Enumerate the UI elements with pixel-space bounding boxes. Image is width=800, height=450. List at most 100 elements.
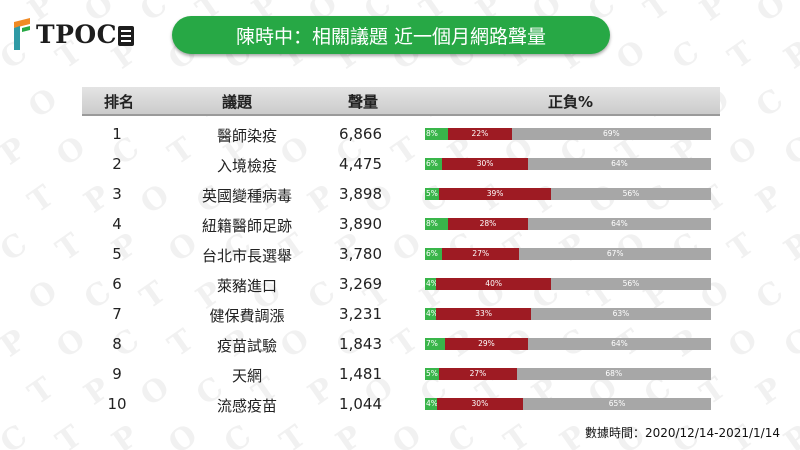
sentiment-bar: 8% 22% 69% xyxy=(425,128,711,140)
positive-segment: 8% xyxy=(425,218,448,230)
topic-cell: 疫苗試驗 xyxy=(216,337,277,355)
positive-segment: 4% xyxy=(425,398,438,410)
neutral-segment-label: 64% xyxy=(611,339,628,348)
table-row: 6 萊豬進口 3,269 4% 40% 56% xyxy=(82,270,720,300)
negative-segment: 30% xyxy=(436,398,524,410)
neutral-segment-label: 67% xyxy=(606,249,624,258)
positive-segment: 6% xyxy=(425,248,443,260)
neutral-segment-label: 64% xyxy=(611,219,628,228)
positive-segment: 5% xyxy=(425,188,440,200)
header-topic: 議題 xyxy=(222,93,253,111)
sentiment-bar: 6% 30% 64% xyxy=(425,158,711,170)
negative-segment-label: 39% xyxy=(486,189,504,198)
negative-segment: 29% xyxy=(445,338,528,350)
negative-segment-label: 40% xyxy=(485,279,502,288)
positive-segment: 8% xyxy=(425,128,449,140)
negative-segment-label: 30% xyxy=(476,159,494,168)
neutral-segment: 67% xyxy=(519,248,711,260)
volume-cell: 3,269 xyxy=(339,275,382,293)
positive-segment-label: 6% xyxy=(426,249,438,258)
rank-cell: 6 xyxy=(112,275,122,293)
topic-cell: 入境檢疫 xyxy=(216,157,277,175)
neutral-segment: 64% xyxy=(527,158,711,170)
neutral-segment-label: 68% xyxy=(605,369,623,378)
table-row: 10 流感疫苗 1,044 4% 30% 65% xyxy=(82,390,720,420)
positive-segment: 5% xyxy=(425,368,440,380)
positive-segment: 4% xyxy=(425,278,438,290)
table-row: 7 健保費調漲 3,231 4% 33% 63% xyxy=(82,300,720,330)
rank-cell: 10 xyxy=(107,395,127,413)
neutral-segment-label: 65% xyxy=(608,399,626,408)
negative-segment: 27% xyxy=(442,248,520,260)
negative-segment-label: 33% xyxy=(475,309,492,318)
rank-cell: 3 xyxy=(112,185,122,203)
topic-cell: 健保費調漲 xyxy=(209,307,285,325)
neutral-segment-label: 56% xyxy=(622,279,640,288)
volume-cell: 3,890 xyxy=(339,215,382,233)
neutral-segment: 56% xyxy=(550,188,711,200)
volume-cell: 6,866 xyxy=(339,125,382,143)
topic-cell: 萊豬進口 xyxy=(216,277,277,295)
negative-segment: 28% xyxy=(447,218,528,230)
sentiment-bar: 8% 28% 64% xyxy=(425,218,711,230)
topic-cell: 天網 xyxy=(231,367,262,385)
topic-cell: 台北市長選舉 xyxy=(201,247,292,265)
negative-segment: 22% xyxy=(448,128,512,140)
rank-cell: 8 xyxy=(112,335,122,353)
negative-segment-label: 28% xyxy=(479,219,497,228)
neutral-segment: 64% xyxy=(527,338,711,350)
positive-segment-label: 5% xyxy=(426,369,438,378)
topic-cell: 流感疫苗 xyxy=(216,397,277,415)
rank-cell: 7 xyxy=(112,305,122,323)
table-row: 4 紐籍醫師足跡 3,890 8% 28% 64% xyxy=(82,210,720,240)
topic-cell: 紐籍醫師足跡 xyxy=(201,217,292,235)
header-rank: 排名 xyxy=(104,93,135,111)
neutral-segment: 64% xyxy=(527,218,711,230)
negative-segment: 40% xyxy=(436,278,551,290)
negative-segment-label: 29% xyxy=(478,339,495,348)
sentiment-bar: 4% 33% 63% xyxy=(425,308,711,320)
negative-segment: 30% xyxy=(442,158,528,170)
logo-text: TPOC xyxy=(36,19,118,49)
sentiment-bar: 4% 30% 65% xyxy=(425,398,711,410)
rank-cell: 1 xyxy=(112,125,122,143)
neutral-segment-label: 64% xyxy=(611,159,628,168)
rank-cell: 5 xyxy=(112,245,122,263)
data-period: 數據時間：2020/12/14-2021/1/14 xyxy=(584,426,780,440)
positive-segment-label: 4% xyxy=(426,309,438,318)
positive-segment: 7% xyxy=(425,338,446,350)
topic-cell: 醫師染疫 xyxy=(216,127,277,145)
table-row: 2 入境檢疫 4,475 6% 30% 64% xyxy=(82,150,720,180)
positive-segment-label: 5% xyxy=(426,189,438,198)
sentiment-bar: 6% 27% 67% xyxy=(425,248,711,260)
neutral-segment: 56% xyxy=(550,278,711,290)
negative-segment-label: 27% xyxy=(469,369,487,378)
logo-badge-icon xyxy=(118,26,135,46)
neutral-segment-label: 69% xyxy=(602,129,620,138)
rank-cell: 2 xyxy=(112,155,122,173)
table-row: 3 英國變種病毒 3,898 5% 39% 56% xyxy=(82,180,720,210)
positive-segment-label: 8% xyxy=(426,219,438,228)
logo-mark-icon xyxy=(14,18,30,50)
volume-cell: 3,898 xyxy=(339,185,382,203)
neutral-segment-label: 63% xyxy=(612,309,630,318)
negative-segment: 27% xyxy=(439,368,517,380)
positive-segment-label: 7% xyxy=(426,339,438,348)
rank-cell: 9 xyxy=(112,365,122,383)
positive-segment: 6% xyxy=(425,158,443,170)
volume-cell: 3,231 xyxy=(339,305,382,323)
header-volume: 聲量 xyxy=(348,93,379,111)
volume-cell: 1,044 xyxy=(339,395,382,413)
negative-segment: 39% xyxy=(439,188,551,200)
positive-segment-label: 4% xyxy=(426,399,438,408)
table-row: 1 醫師染疫 6,866 8% 22% 69% xyxy=(82,120,720,150)
positive-segment-label: 6% xyxy=(426,159,438,168)
negative-segment: 33% xyxy=(436,308,531,320)
sentiment-bar: 4% 40% 56% xyxy=(425,278,711,290)
table-row: 8 疫苗試驗 1,843 7% 29% 64% xyxy=(82,330,720,360)
header-sentiment: 正負% xyxy=(548,93,594,111)
sentiment-bar: 5% 27% 68% xyxy=(425,368,711,380)
positive-segment-label: 8% xyxy=(426,129,438,138)
neutral-segment: 63% xyxy=(530,308,711,320)
volume-cell: 1,481 xyxy=(339,365,382,383)
